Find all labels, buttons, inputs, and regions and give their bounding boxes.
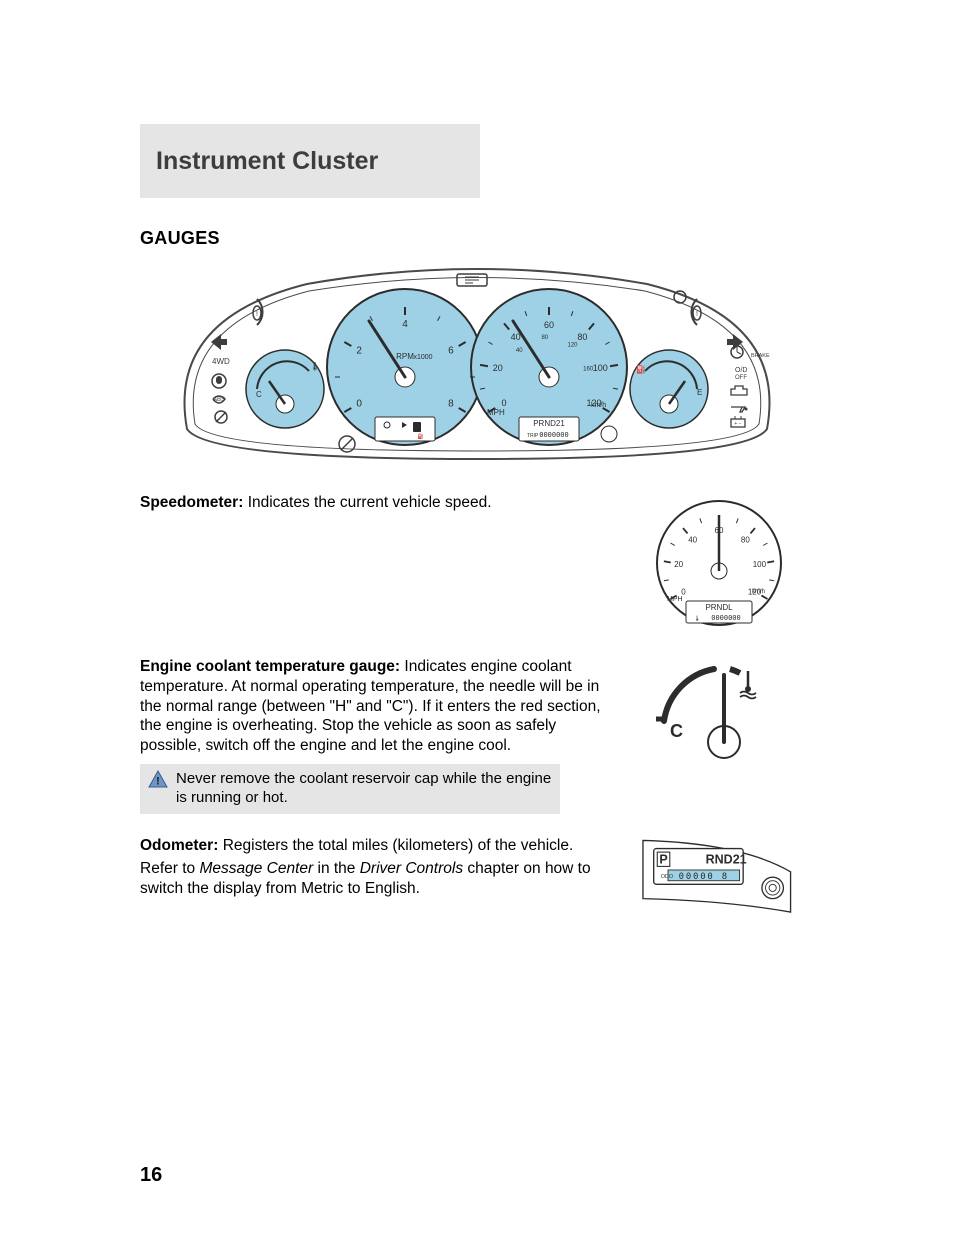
svg-text:60: 60 <box>544 320 554 330</box>
svg-text:!: ! <box>156 776 160 788</box>
svg-text:km/h: km/h <box>752 589 765 595</box>
odometer-block: Odometer: Registers the total miles (kil… <box>140 836 814 917</box>
svg-text:PRNDL: PRNDL <box>705 603 733 612</box>
cluster-svg: 02468 0204060801001204080120160 RPM x100… <box>157 259 797 469</box>
svg-text:4: 4 <box>402 319 408 330</box>
svg-text:100: 100 <box>753 560 767 569</box>
svg-text:+ −: + − <box>734 421 741 427</box>
svg-text:20: 20 <box>674 560 683 569</box>
odometer-refer-italic: Message Center <box>199 860 313 877</box>
svg-text:0000000: 0000000 <box>539 431 569 439</box>
svg-text:80: 80 <box>577 332 587 342</box>
svg-text:C: C <box>670 721 683 741</box>
svg-text:120: 120 <box>568 343 579 349</box>
svg-text:BRAKE: BRAKE <box>751 353 770 359</box>
svg-text:6: 6 <box>448 346 454 357</box>
svg-text:OFF: OFF <box>735 375 747 381</box>
svg-text:RND21: RND21 <box>706 852 747 866</box>
svg-text:⛽: ⛽ <box>636 364 646 374</box>
svg-text:2: 2 <box>356 346 362 357</box>
svg-text:⛽: ⛽ <box>418 433 424 440</box>
svg-text:40: 40 <box>511 332 521 342</box>
svg-text:0: 0 <box>356 399 362 410</box>
svg-text:100: 100 <box>593 363 608 373</box>
speedometer-figure: 020406080100120 MPH km/h PRNDL 🌡 0000000 <box>634 493 804 643</box>
speedometer-block: Speedometer: Indicates the current vehic… <box>140 493 814 643</box>
temp-title: Engine coolant temperature gauge: <box>140 658 400 675</box>
temp-figure: C <box>634 657 804 777</box>
svg-text:40: 40 <box>688 536 697 545</box>
svg-text:x1000: x1000 <box>413 354 432 361</box>
svg-text:20: 20 <box>493 363 503 373</box>
svg-text:!: ! <box>696 311 698 318</box>
warning-icon: ! <box>148 770 168 788</box>
odometer-refer-tail: in the <box>313 860 360 877</box>
speedometer-title: Speedometer: <box>140 494 243 511</box>
svg-text:TRIP: TRIP <box>527 433 539 439</box>
svg-text:P: P <box>659 852 667 866</box>
svg-text:MPH: MPH <box>667 596 683 603</box>
svg-text:160: 160 <box>583 367 594 373</box>
svg-text:80: 80 <box>741 536 750 545</box>
svg-text:8: 8 <box>448 399 454 410</box>
svg-text:0: 0 <box>501 398 506 408</box>
callout-text: Never remove the coolant reservoir cap w… <box>176 770 552 808</box>
svg-text:4WD: 4WD <box>212 357 230 366</box>
svg-text:!: ! <box>256 311 258 318</box>
odometer-figure: P RND21 ODO 00000 8 <box>634 836 804 917</box>
svg-text:PRND21: PRND21 <box>533 419 565 428</box>
instrument-cluster-figure: 02468 0204060801001204080120160 RPM x100… <box>140 259 814 469</box>
svg-text:MPH: MPH <box>487 408 505 417</box>
chapter-title: Instrument Cluster <box>156 147 378 176</box>
callout-box: ! Never remove the coolant reservoir cap… <box>140 764 560 814</box>
svg-text:km/h: km/h <box>591 402 606 409</box>
odometer-refer-italic2: Driver Controls <box>360 860 463 877</box>
page-number: 16 <box>140 1164 162 1187</box>
svg-text:🌡: 🌡 <box>310 362 320 371</box>
svg-text:ODO: ODO <box>661 874 673 880</box>
svg-text:ABS: ABS <box>213 397 225 403</box>
svg-text:🌡: 🌡 <box>694 615 700 622</box>
svg-text:C: C <box>256 390 262 399</box>
svg-text:O/D: O/D <box>735 367 747 374</box>
svg-text:80: 80 <box>541 335 548 341</box>
svg-text:E: E <box>697 388 702 397</box>
odometer-title: Odometer: <box>140 837 218 854</box>
odometer-refer: Refer to <box>140 860 199 877</box>
svg-text:RPM: RPM <box>396 352 414 361</box>
svg-text:40: 40 <box>516 348 523 354</box>
chapter-tab: Instrument Cluster <box>140 124 480 198</box>
speedometer-body: Indicates the current vehicle speed. <box>248 494 492 511</box>
odometer-body: Registers the total miles (kilometers) o… <box>223 837 574 854</box>
temp-block: Engine coolant temperature gauge: Indica… <box>140 657 814 822</box>
section-heading: GAUGES <box>140 228 814 249</box>
svg-text:00000 8: 00000 8 <box>679 872 729 882</box>
svg-text:0000000: 0000000 <box>711 614 741 622</box>
